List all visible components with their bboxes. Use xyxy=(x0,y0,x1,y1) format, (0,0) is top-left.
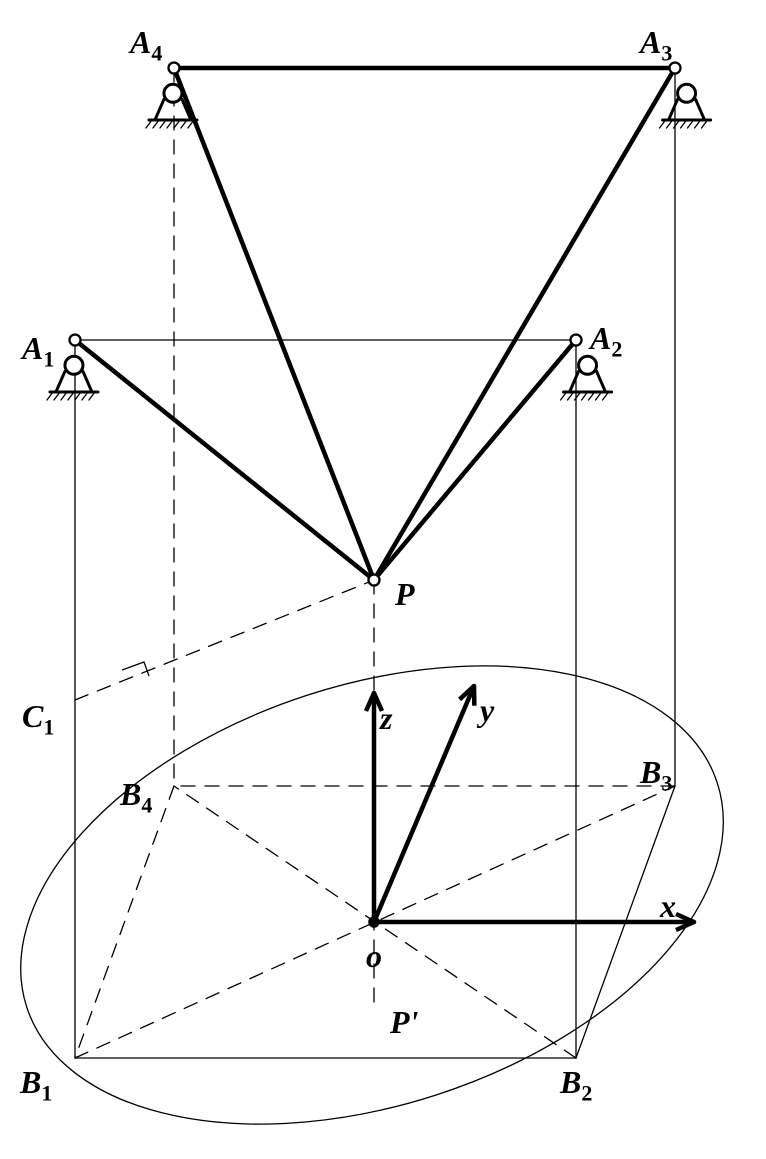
label-x: x xyxy=(660,888,676,925)
label-A4: A4 xyxy=(130,24,162,66)
label-A3: A3 xyxy=(640,24,672,66)
label-B2: B2 xyxy=(560,1064,592,1106)
label-C1: C1 xyxy=(22,698,54,740)
label-B3: B3 xyxy=(640,754,672,796)
label-B4: B4 xyxy=(120,776,152,818)
label-A1: A1 xyxy=(22,330,54,372)
label-P: P xyxy=(395,576,415,613)
label-z: z xyxy=(380,700,392,737)
label-B1: B1 xyxy=(20,1064,52,1106)
label-O: o xyxy=(366,938,382,975)
label-Pp: P' xyxy=(390,1004,418,1041)
label-A2: A2 xyxy=(590,320,622,362)
label-y: y xyxy=(480,692,494,729)
mechanism-diagram xyxy=(0,0,766,1159)
